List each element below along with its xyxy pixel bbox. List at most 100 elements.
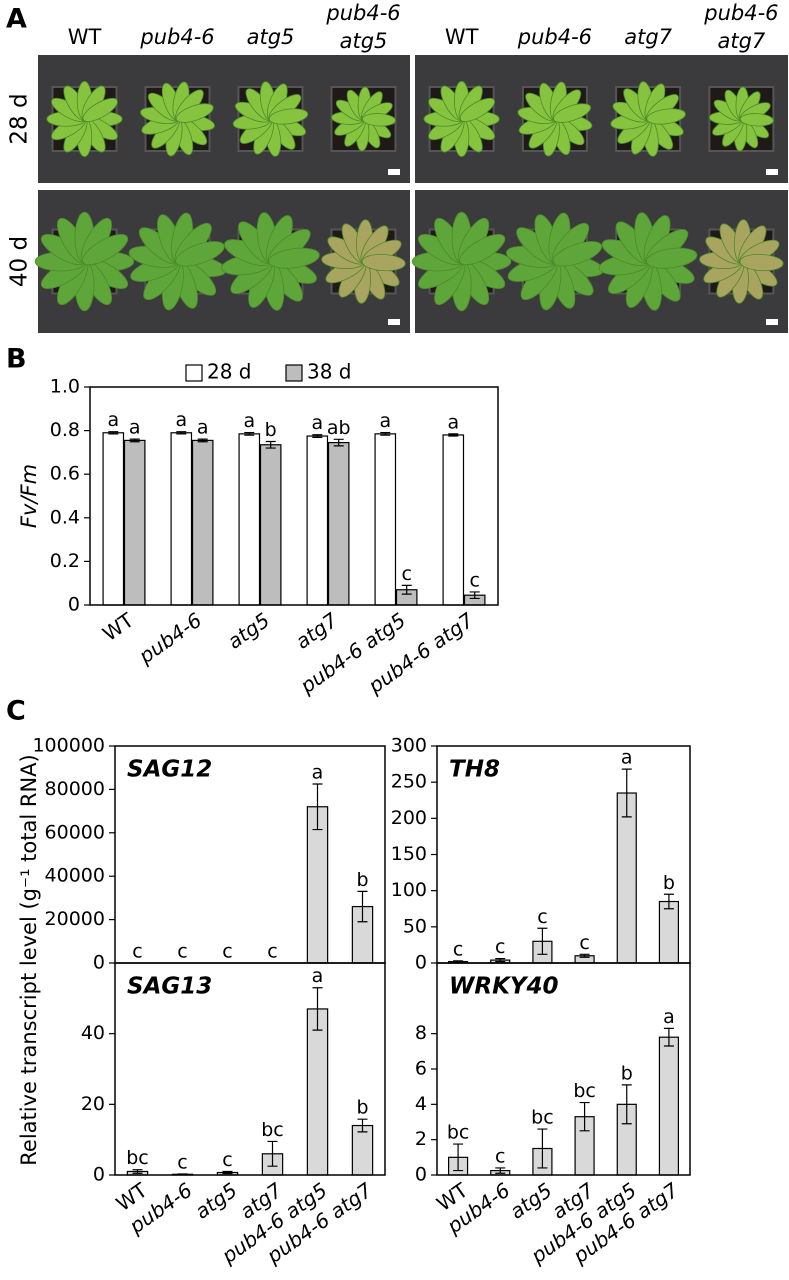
significance-letter: c [537,906,547,928]
bar [658,1036,680,1176]
error-bar [244,431,255,436]
panel-label: B [6,344,27,375]
chart-title: SAG12 [127,757,212,783]
significance-letter: b [265,419,277,441]
error-bar [453,1143,464,1172]
row-label: 40 d [7,236,33,287]
error-bar [579,1101,590,1132]
error-bar [197,438,208,443]
leaf [739,253,784,272]
x-tick-label: WT [98,607,139,645]
y-tick-label: 2 [415,1128,427,1150]
scale-bar [766,319,778,325]
bar [616,792,637,964]
leaf [552,241,603,267]
significance-letter: b [356,1097,368,1119]
y-tick-label: 4 [415,1093,427,1115]
error-bar [537,927,548,955]
significance-letter: a [379,410,391,432]
y-tick-label: 250 [391,771,427,793]
error-bar [469,591,480,600]
y-tick-label: 40 [81,1022,105,1044]
legend-swatch [185,364,203,382]
y-tick-label: 100 [391,879,427,901]
genotype-label: pub4-6 [517,25,592,49]
y-tick-label: 1.0 [50,376,80,398]
significance-letter: a [175,409,187,431]
error-bar [663,893,674,910]
genotype-label: pub4-6 [703,1,778,25]
bar [351,1124,374,1176]
y-tick-label: 200 [391,807,427,829]
leaf [361,113,396,127]
bar [191,439,214,606]
error-bar [621,1084,632,1125]
significance-letter: bc [261,1119,284,1141]
y-tick-label: 100000 [32,735,105,757]
y-tick-label: 0.6 [50,463,80,485]
y-tick-label: 300 [391,735,427,757]
significance-letter: a [197,417,209,439]
plot-frame [89,386,499,606]
significance-letter: ab [327,417,351,439]
error-bar [333,438,344,447]
leaf [459,234,506,266]
chart-title: SAG13 [127,974,212,1000]
leaf [268,108,309,125]
significance-letter: c [579,932,589,954]
leaf [739,113,774,127]
leaf [361,253,406,272]
significance-letter: c [267,941,277,963]
bar [306,1008,329,1176]
error-bar [448,433,459,437]
significance-letter: c [132,941,142,963]
genotype-label: pub4-6 [325,1,400,25]
y-tick-label: 0.2 [50,550,80,572]
bar [238,433,261,606]
x-tick-label: atg5 [505,1178,556,1224]
panel-label: C [6,696,26,727]
error-bar [312,987,323,1031]
scale-bar [766,169,778,175]
y-tick-label: 0 [93,1164,105,1186]
leaf [175,241,225,267]
plot-frame [114,962,386,1176]
error-bar [267,1140,278,1167]
genotype-label: atg5 [247,25,295,49]
bar [306,806,329,964]
leaf [175,103,214,123]
significance-letter: c [469,569,479,591]
error-bar [495,1167,506,1174]
leaf [82,97,118,122]
significance-letter: a [312,761,324,783]
y-axis-label: Fv/Fm [17,464,41,528]
significance-letter: c [495,1145,505,1167]
scale-bar [388,319,400,325]
y-tick-label: 0.4 [50,506,80,528]
error-bar [401,584,412,595]
y-tick-label: 20000 [45,908,105,930]
significance-letter: c [495,936,505,958]
y-axis-label: Relative transcript level (g⁻¹ total RNA… [17,754,41,1165]
significance-letter: b [621,1062,633,1084]
error-bar [380,431,391,436]
leaf [646,108,686,125]
y-tick-label: 150 [391,843,427,865]
genotype-label: atg5 [340,29,388,53]
significance-letter: c [222,1149,232,1171]
y-tick-label: 0.8 [50,419,80,441]
error-bar [312,783,323,831]
significance-letter: c [222,941,232,963]
error-bar [222,1170,233,1175]
legend-label: 28 d [207,360,252,384]
bar [658,900,680,964]
error-bar [129,438,140,443]
genotype-label: pub4-6 [139,25,214,49]
significance-letter: c [177,941,187,963]
x-tick-label: pub4-6 [133,608,206,669]
genotype-label: WT [445,25,479,49]
bar [374,433,397,606]
significance-letter: a [621,747,633,769]
leaf [268,247,320,269]
significance-letter: a [311,412,323,434]
